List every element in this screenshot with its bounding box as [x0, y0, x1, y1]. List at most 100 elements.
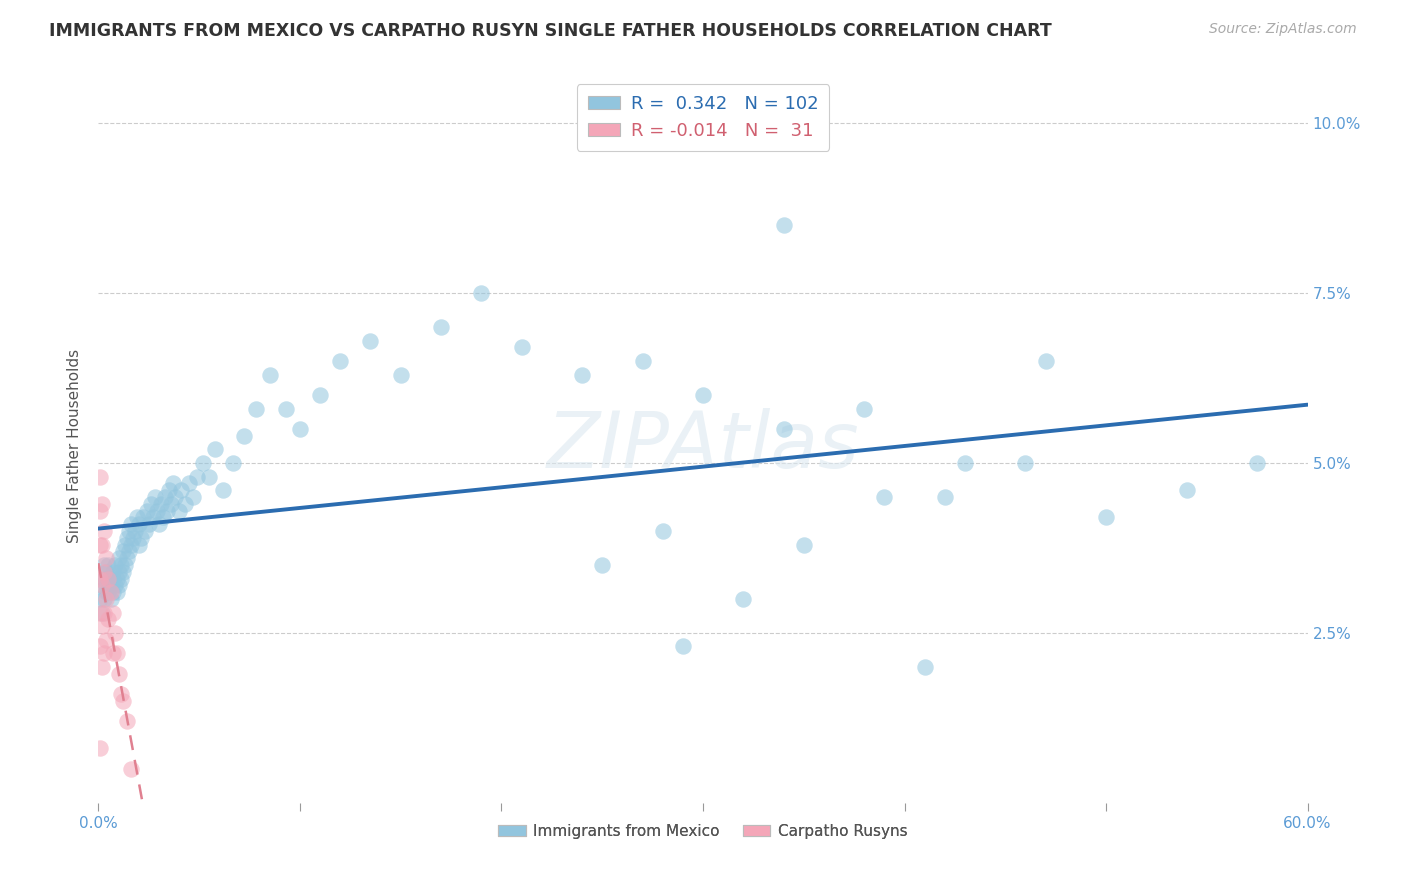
Point — [1175, 483, 1198, 498]
Point — [309, 388, 332, 402]
Point — [100, 585, 122, 599]
Point — [1014, 456, 1036, 470]
Point — [91, 537, 114, 551]
Point — [193, 456, 215, 470]
Point — [128, 537, 150, 551]
Point — [146, 503, 169, 517]
Point — [212, 483, 235, 498]
Point — [153, 490, 176, 504]
Point — [114, 558, 136, 572]
Point — [174, 497, 197, 511]
Point — [115, 714, 138, 729]
Point — [101, 646, 124, 660]
Point — [232, 429, 254, 443]
Point — [96, 585, 118, 599]
Point — [142, 510, 165, 524]
Point — [152, 510, 174, 524]
Point — [651, 524, 673, 538]
Point — [389, 368, 412, 382]
Point — [135, 503, 157, 517]
Point — [107, 578, 129, 592]
Point — [89, 469, 111, 483]
Point — [118, 524, 141, 538]
Point — [132, 510, 155, 524]
Point — [97, 572, 120, 586]
Point — [288, 422, 311, 436]
Point — [93, 606, 115, 620]
Point — [571, 368, 593, 382]
Point — [115, 531, 138, 545]
Point — [103, 558, 125, 572]
Point — [89, 741, 111, 756]
Point — [329, 354, 352, 368]
Point — [91, 578, 114, 592]
Point — [111, 565, 134, 579]
Point — [120, 537, 142, 551]
Point — [934, 490, 956, 504]
Point — [105, 585, 128, 599]
Point — [100, 591, 122, 606]
Point — [186, 469, 208, 483]
Point — [793, 537, 815, 551]
Point — [134, 524, 156, 538]
Point — [91, 497, 114, 511]
Point — [853, 401, 876, 416]
Point — [97, 558, 120, 572]
Point — [91, 660, 114, 674]
Point — [222, 456, 245, 470]
Point — [103, 626, 125, 640]
Point — [107, 551, 129, 566]
Text: ZIPAtlas: ZIPAtlas — [547, 408, 859, 484]
Point — [93, 646, 115, 660]
Point — [179, 476, 201, 491]
Point — [470, 286, 492, 301]
Point — [96, 551, 118, 566]
Y-axis label: Single Father Households: Single Father Households — [67, 349, 83, 543]
Point — [105, 646, 128, 660]
Point — [101, 606, 124, 620]
Point — [118, 544, 141, 558]
Point — [953, 456, 976, 470]
Legend: Immigrants from Mexico, Carpatho Rusyns: Immigrants from Mexico, Carpatho Rusyns — [492, 818, 914, 845]
Point — [89, 537, 111, 551]
Point — [274, 401, 297, 416]
Point — [111, 694, 134, 708]
Point — [163, 490, 186, 504]
Point — [97, 585, 120, 599]
Point — [772, 422, 794, 436]
Point — [100, 578, 122, 592]
Point — [96, 578, 118, 592]
Point — [115, 551, 138, 566]
Point — [120, 517, 142, 532]
Point — [245, 401, 267, 416]
Point — [91, 606, 114, 620]
Point — [259, 368, 281, 382]
Point — [198, 469, 221, 483]
Point — [157, 483, 180, 498]
Point — [143, 490, 166, 504]
Point — [914, 660, 936, 674]
Point — [110, 572, 132, 586]
Point — [149, 497, 172, 511]
Point — [89, 640, 111, 654]
Point — [114, 537, 136, 551]
Point — [162, 476, 184, 491]
Point — [101, 565, 124, 579]
Point — [97, 572, 120, 586]
Point — [101, 572, 124, 586]
Point — [139, 497, 162, 511]
Point — [181, 490, 204, 504]
Point — [110, 558, 132, 572]
Point — [138, 517, 160, 532]
Point — [89, 503, 111, 517]
Point — [124, 524, 146, 538]
Point — [110, 687, 132, 701]
Text: Source: ZipAtlas.com: Source: ZipAtlas.com — [1209, 22, 1357, 37]
Point — [93, 565, 115, 579]
Point — [96, 565, 118, 579]
Point — [591, 558, 613, 572]
Point — [101, 585, 124, 599]
Point — [93, 591, 115, 606]
Point — [160, 497, 183, 511]
Point — [121, 531, 143, 545]
